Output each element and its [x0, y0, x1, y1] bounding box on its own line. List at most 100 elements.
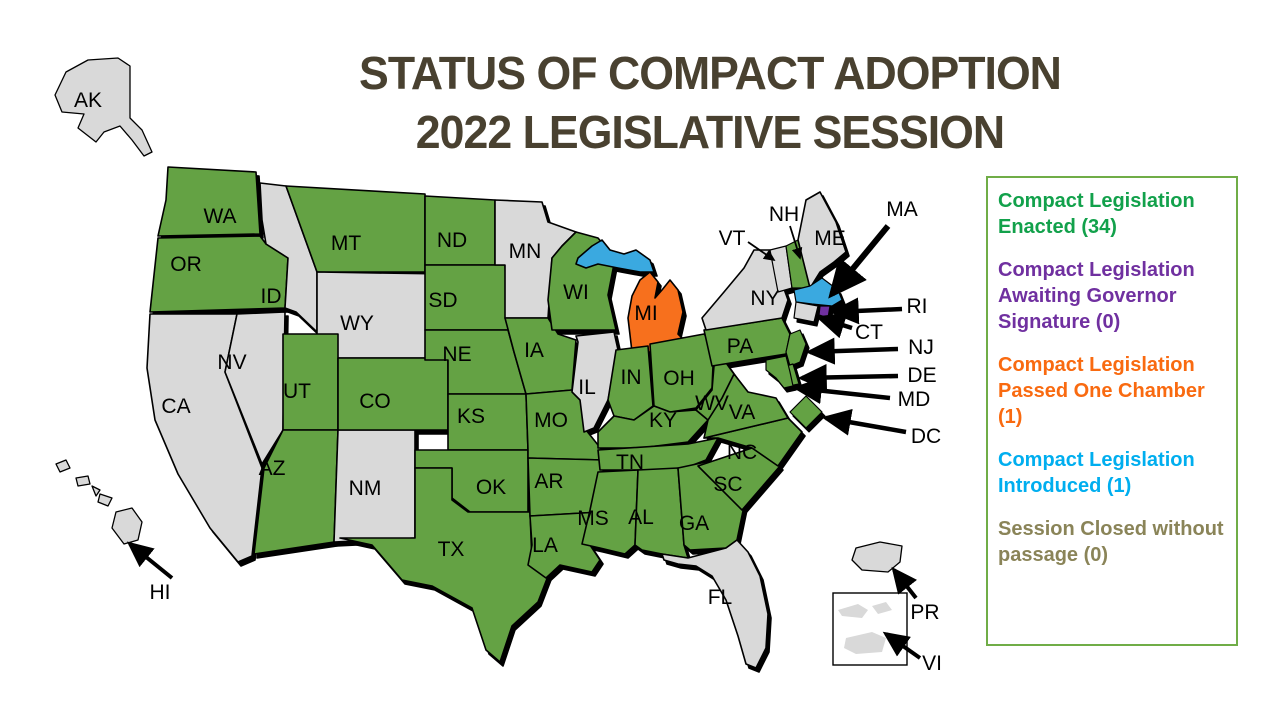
- state-pr[interactable]: [851, 541, 903, 573]
- state-nv[interactable]: [224, 311, 286, 465]
- state-vi[interactable]: [872, 602, 892, 614]
- callout-label-de: DE: [907, 364, 936, 387]
- state-dc[interactable]: [789, 395, 823, 429]
- callout-label-pr: PR: [910, 601, 939, 624]
- callout-arrow-pr: [891, 566, 918, 600]
- state-me[interactable]: [797, 191, 847, 289]
- state-label-sd: SD: [428, 289, 457, 312]
- state-wv[interactable]: [695, 359, 735, 421]
- state-hi[interactable]: [91, 485, 101, 497]
- map-legend: Compact Legislation Enacted (34) Compact…: [986, 176, 1238, 646]
- callout-arrow-de: [797, 363, 899, 391]
- state-il[interactable]: [571, 331, 619, 433]
- callout-arrow-ct: [815, 312, 853, 339]
- callout-arrow-dc: [821, 408, 907, 436]
- state-label-ca: CA: [161, 395, 190, 418]
- callout-label-dc: DC: [911, 425, 941, 448]
- callout-label-md: MD: [898, 388, 931, 411]
- state-fl[interactable]: [661, 539, 769, 669]
- state-tx[interactable]: [339, 467, 549, 663]
- callout-label-ri: RI: [907, 295, 928, 318]
- state-label-nv: NV: [217, 351, 246, 374]
- state-label-va: VA: [729, 401, 755, 424]
- state-label-ne: NE: [442, 343, 471, 366]
- state-label-nm: NM: [349, 477, 382, 500]
- state-hi[interactable]: [97, 493, 113, 507]
- state-label-nc: NC: [727, 441, 757, 464]
- state-hi[interactable]: [111, 507, 143, 545]
- callout-label-ct: CT: [855, 321, 883, 344]
- state-label-ut: UT: [283, 380, 311, 403]
- state-label-wy: WY: [340, 312, 374, 335]
- callout-arrow-hi: [126, 541, 174, 580]
- state-label-ny: NY: [750, 287, 779, 310]
- state-az[interactable]: [253, 429, 339, 555]
- state-label-ga: GA: [679, 512, 709, 535]
- legend-item-session-closed: Session Closed without passage (0): [998, 518, 1224, 566]
- state-vi[interactable]: [844, 632, 886, 654]
- virgin-islands-inset-box: [832, 592, 908, 666]
- state-ky[interactable]: [597, 405, 709, 449]
- callout-label-nj: NJ: [908, 336, 934, 359]
- state-label-il: IL: [578, 376, 596, 399]
- state-tn[interactable]: [597, 437, 719, 471]
- state-label-ky: KY: [649, 409, 677, 432]
- state-label-mi: MI: [634, 302, 657, 325]
- callout-label-vt: VT: [719, 227, 746, 250]
- title-line-2: 2022 LEGISLATIVE SESSION: [415, 105, 1005, 158]
- state-label-nd: ND: [437, 229, 467, 252]
- state-label-or: OR: [170, 253, 202, 276]
- callout-arrow-nh: [789, 225, 803, 260]
- state-label-ia: IA: [524, 339, 544, 362]
- legend-item-enacted: Compact Legislation Enacted (34): [998, 190, 1195, 238]
- state-label-me: ME: [814, 227, 846, 250]
- state-sc[interactable]: [697, 447, 781, 511]
- state-label-wa: WA: [203, 205, 236, 228]
- page-title: STATUS OF COMPACT ADOPTION 2022 LEGISLAT…: [341, 44, 1078, 162]
- callout-label-hi: HI: [150, 581, 171, 604]
- state-wa[interactable]: [157, 166, 261, 237]
- state-label-la: LA: [532, 534, 558, 557]
- state-hi[interactable]: [55, 459, 71, 473]
- state-label-sc: SC: [713, 473, 742, 496]
- state-hi[interactable]: [75, 475, 91, 487]
- state-label-ok: OK: [476, 476, 506, 499]
- legend-item-awaiting-governor: Compact Legislation Awaiting Governor Si…: [998, 259, 1195, 333]
- state-co[interactable]: [337, 357, 449, 431]
- state-label-ar: AR: [534, 470, 563, 493]
- state-ia[interactable]: [504, 317, 577, 395]
- callout-label-nh: NH: [769, 203, 799, 226]
- state-label-al: AL: [628, 506, 654, 529]
- callout-arrow-vt: [747, 241, 776, 262]
- callout-arrow-md: [792, 377, 891, 405]
- state-label-tn: TN: [616, 451, 644, 474]
- state-label-co: CO: [359, 390, 391, 413]
- state-ak[interactable]: [54, 57, 153, 157]
- callout-arrow-ma: [828, 224, 891, 299]
- state-label-pa: PA: [727, 335, 753, 358]
- state-label-ak: AK: [74, 89, 102, 112]
- state-label-az: AZ: [259, 457, 286, 480]
- state-nj[interactable]: [785, 329, 807, 367]
- state-label-in: IN: [621, 366, 642, 389]
- state-label-wi: WI: [563, 281, 589, 304]
- callout-arrow-nj: [805, 337, 899, 365]
- state-label-mt: MT: [331, 232, 361, 255]
- state-label-mn: MN: [509, 240, 542, 263]
- callout-label-vi: VI: [922, 652, 942, 675]
- state-label-oh: OH: [663, 367, 695, 390]
- callout-label-ma: MA: [886, 198, 918, 221]
- state-label-ms: MS: [577, 507, 609, 530]
- callout-arrow-vi: [882, 631, 922, 660]
- state-label-fl: FL: [708, 586, 733, 609]
- state-label-ks: KS: [457, 405, 485, 428]
- state-mi-up[interactable]: [575, 239, 655, 273]
- state-ct[interactable]: [793, 301, 819, 323]
- state-md[interactable]: [765, 355, 794, 389]
- callout-arrow-ri: [829, 297, 903, 325]
- state-vi[interactable]: [838, 604, 868, 618]
- state-label-mo: MO: [534, 409, 568, 432]
- state-label-wv: WV: [695, 392, 729, 415]
